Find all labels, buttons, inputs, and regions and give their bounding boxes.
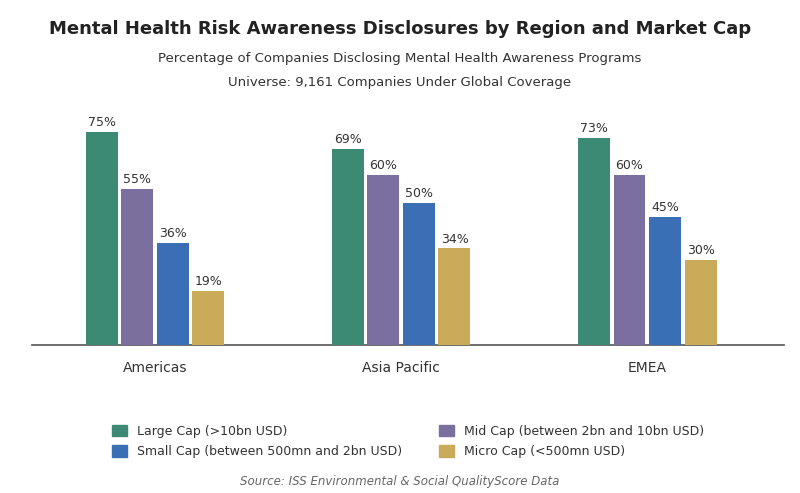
Text: Universe: 9,161 Companies Under Global Coverage: Universe: 9,161 Companies Under Global C… (229, 76, 571, 89)
Text: Percentage of Companies Disclosing Mental Health Awareness Programs: Percentage of Companies Disclosing Menta… (158, 52, 642, 65)
Text: 69%: 69% (334, 133, 362, 146)
Text: 60%: 60% (615, 159, 643, 172)
Text: 19%: 19% (194, 275, 222, 288)
Text: Mental Health Risk Awareness Disclosures by Region and Market Cap: Mental Health Risk Awareness Disclosures… (49, 20, 751, 38)
Text: 36%: 36% (159, 227, 186, 240)
Bar (192, 291, 224, 345)
Bar (578, 138, 610, 345)
Text: 45%: 45% (651, 201, 679, 214)
Bar (332, 149, 364, 345)
Bar (438, 248, 470, 345)
Text: 34%: 34% (441, 233, 468, 246)
Bar (685, 260, 717, 345)
Bar (86, 132, 118, 345)
Text: 30%: 30% (686, 244, 714, 257)
Bar (122, 189, 154, 345)
Text: 60%: 60% (370, 159, 398, 172)
Bar (403, 203, 435, 345)
Bar (367, 175, 399, 345)
Bar (649, 217, 681, 345)
Text: 55%: 55% (123, 173, 151, 186)
Bar (157, 243, 189, 345)
Text: 75%: 75% (88, 116, 116, 129)
Text: 50%: 50% (405, 187, 433, 200)
Text: 73%: 73% (580, 122, 608, 135)
Bar (614, 175, 646, 345)
Text: Source: ISS Environmental & Social QualityScore Data: Source: ISS Environmental & Social Quali… (240, 475, 560, 488)
Legend: Large Cap (>10bn USD), Small Cap (between 500mn and 2bn USD), Mid Cap (between 2: Large Cap (>10bn USD), Small Cap (betwee… (106, 419, 710, 464)
